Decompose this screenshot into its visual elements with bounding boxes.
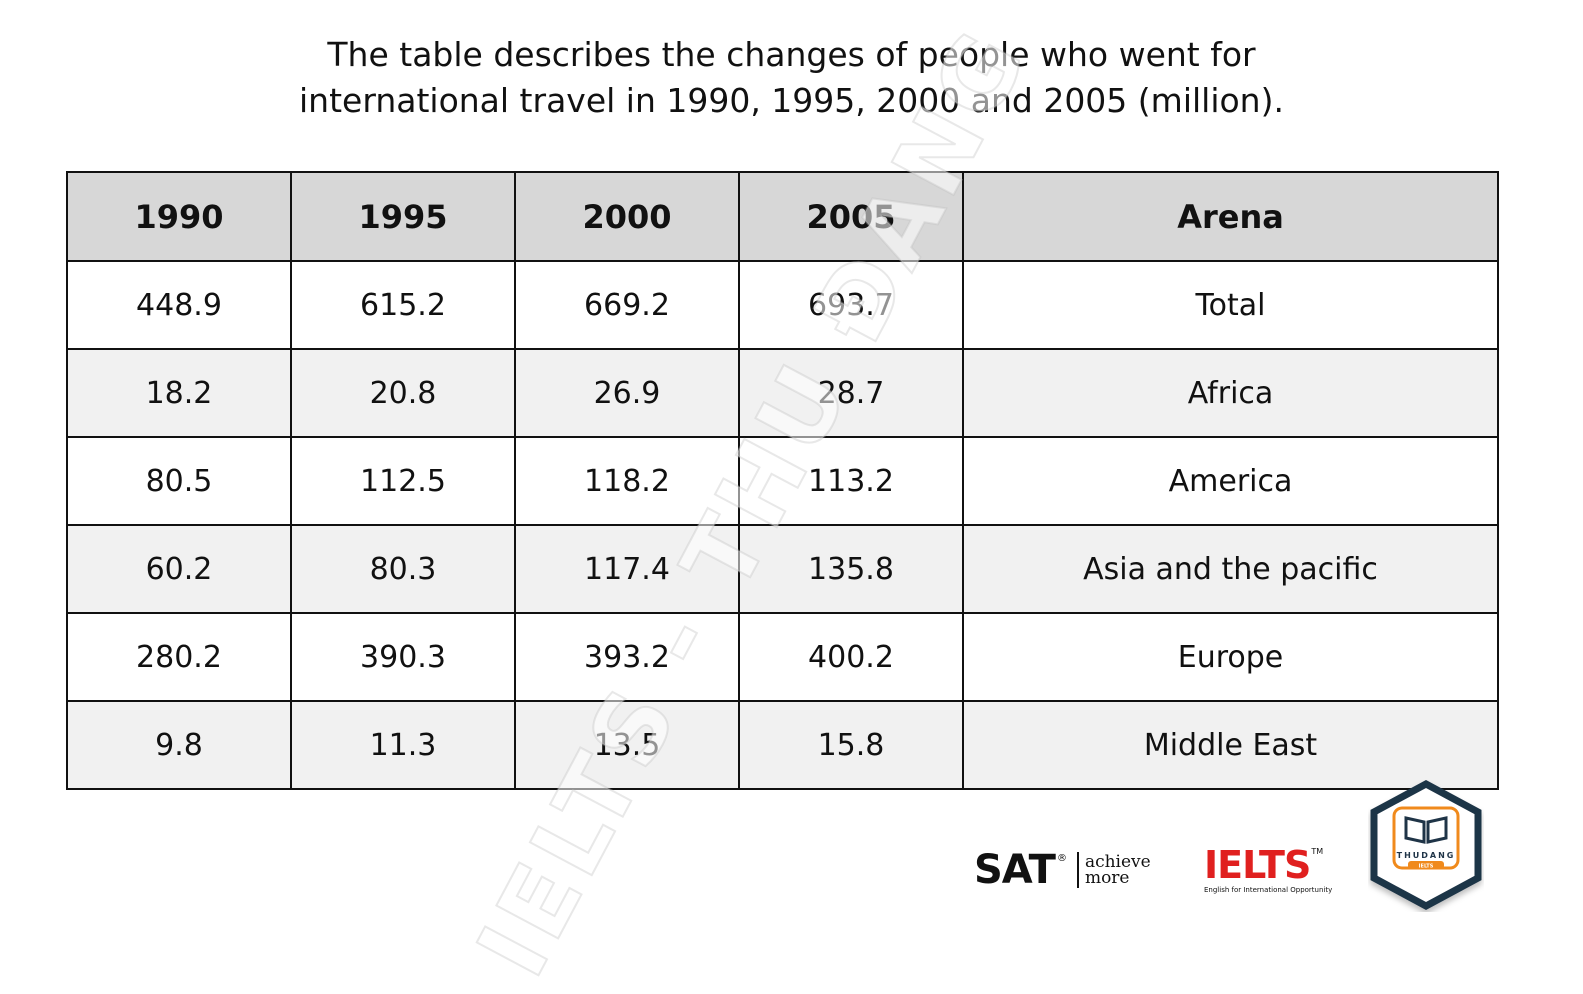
sat-tagline: achieve more: [1084, 852, 1151, 888]
cell-arena: Africa: [962, 348, 1499, 438]
sat-tagline-line-2: more: [1084, 868, 1130, 888]
table-row: 280.2 390.3 393.2 400.2 Europe: [66, 612, 1499, 702]
ielts-logo-subtitle: English for International Opportunity: [1204, 886, 1333, 894]
cell-2005: 693.7: [738, 260, 964, 350]
table-title-line-2: international travel in 1990, 1995, 2000…: [299, 81, 1284, 120]
cell-2000: 13.5: [514, 700, 740, 790]
badge-name: THUDANG: [1397, 851, 1456, 860]
cell-arena: Total: [962, 260, 1499, 350]
cell-1995: 80.3: [290, 524, 516, 614]
cell-1990: 280.2: [66, 612, 292, 702]
header-1990: 1990: [66, 171, 292, 262]
sat-divider: [1076, 852, 1079, 888]
sat-tagline-line-1: achieve: [1084, 852, 1151, 872]
table-title: The table describes the changes of peopl…: [0, 32, 1583, 124]
sat-logo: SAT ® achieve more: [974, 848, 1151, 892]
cell-2005: 113.2: [738, 436, 964, 526]
cell-2005: 135.8: [738, 524, 964, 614]
thudang-badge: THUDANG IELTS: [1370, 780, 1482, 910]
cell-arena: Middle East: [962, 700, 1499, 790]
header-2000: 2000: [514, 171, 740, 262]
cell-1995: 615.2: [290, 260, 516, 350]
travel-table: 1990 1995 2000 2005 Arena 448.9 615.2 669.…: [66, 171, 1499, 790]
table-title-line-1: The table describes the changes of peopl…: [327, 35, 1256, 74]
table-row: 448.9 615.2 669.2 693.7 Total: [66, 260, 1499, 350]
cell-1995: 390.3: [290, 612, 516, 702]
sat-registered-mark: ®: [1056, 852, 1067, 864]
cell-1990: 60.2: [66, 524, 292, 614]
cell-1990: 9.8: [66, 700, 292, 790]
sat-logo-word: SAT: [974, 847, 1056, 893]
header-row: 1990 1995 2000 2005 Arena: [66, 171, 1499, 262]
header-1995: 1995: [290, 171, 516, 262]
cell-2005: 400.2: [738, 612, 964, 702]
table-row: 60.2 80.3 117.4 135.8 Asia and the pacific: [66, 524, 1499, 614]
header-arena: Arena: [962, 171, 1499, 262]
badge-sub: IELTS: [1419, 864, 1434, 870]
table-row: 9.8 11.3 13.5 15.8 Middle East: [66, 700, 1499, 790]
cell-2000: 393.2: [514, 612, 740, 702]
header-2005: 2005: [738, 171, 964, 262]
cell-2000: 118.2: [514, 436, 740, 526]
cell-1995: 20.8: [290, 348, 516, 438]
ielts-logo-word: IELTS: [1204, 843, 1311, 887]
cell-2000: 669.2: [514, 260, 740, 350]
cell-2000: 26.9: [514, 348, 740, 438]
ielts-logo: IELTSTM English for International Opport…: [1204, 846, 1332, 894]
table-row: 18.2 20.8 26.9 28.7 Africa: [66, 348, 1499, 438]
cell-2005: 15.8: [738, 700, 964, 790]
table-body: 448.9 615.2 669.2 693.7 Total 18.2 20.8 26.9 28.…: [66, 260, 1499, 790]
cell-arena: Europe: [962, 612, 1499, 702]
open-book-icon: [1404, 816, 1448, 844]
cell-1995: 112.5: [290, 436, 516, 526]
cell-1990: 18.2: [66, 348, 292, 438]
cell-arena: Asia and the pacific: [962, 524, 1499, 614]
cell-1995: 11.3: [290, 700, 516, 790]
cell-2005: 28.7: [738, 348, 964, 438]
cell-2000: 117.4: [514, 524, 740, 614]
table-row: 80.5 112.5 118.2 113.2 America: [66, 436, 1499, 526]
ielts-trademark: TM: [1311, 847, 1324, 856]
cell-1990: 80.5: [66, 436, 292, 526]
cell-1990: 448.9: [66, 260, 292, 350]
cell-arena: America: [962, 436, 1499, 526]
